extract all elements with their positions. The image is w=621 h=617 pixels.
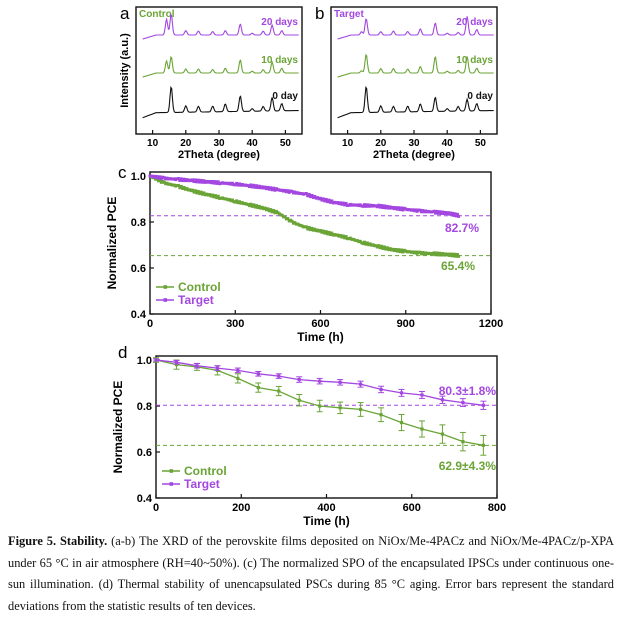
pce-d-xtick-label: 800 [488, 502, 506, 514]
xrd-b-xtick-label: 50 [475, 138, 487, 149]
pce-d-legend-label: Target [184, 477, 220, 491]
panel-a: a 10 20 30 40 50 2Theta (degree) Intensity (a.u… [119, 4, 303, 161]
xrd-a-series-label: 0 day [272, 91, 298, 102]
pce-d-xtick-label: 0 [153, 502, 159, 514]
xrd-a-xtick-label: 10 [147, 138, 159, 149]
xrd-b-trace [337, 16, 494, 40]
pce-d-ylabel: Normalized PCE [111, 381, 125, 474]
pce-d-xtick-label: 200 [232, 502, 250, 514]
pce-c-xlabel: Time (h) [297, 330, 343, 344]
pce-c-ytick-label: 1.0 [131, 171, 146, 183]
pce-d-series-line [155, 359, 484, 406]
pce-c-legend-label: Control [178, 280, 221, 294]
pce-d-legend-marker [169, 469, 174, 473]
stability-figure: a 10 20 30 40 50 2Theta (degree) Intensity (a.u… [105, 4, 506, 528]
pce-c-xtick-label: 0 [147, 318, 153, 330]
xrd-a-trace [142, 55, 299, 78]
xrd-b-trace [337, 85, 494, 119]
xrd-a-xlabel: 2Theta (degree) [178, 149, 260, 161]
xrd-a-series-label: 20 days [261, 17, 298, 28]
xrd-b-title: Target [334, 9, 364, 20]
panel-letter-d: d [118, 343, 127, 362]
pce-c-legend-label: Target [178, 293, 214, 307]
pce-d-legend-marker [169, 482, 174, 486]
panel-c: c 0 300 600 900 1200 0.4 0.6 0.8 1.0 Time (h) Norma… [105, 163, 503, 344]
xrd-b-xtick-label: 30 [408, 138, 420, 149]
xrd-a-xtick-label: 30 [213, 138, 225, 149]
xrd-a-series-label: 10 days [261, 55, 298, 66]
pce-c-ytick-label: 0.6 [131, 263, 146, 275]
xrd-b-xtick-label: 40 [442, 138, 454, 149]
xrd-a-trace [142, 85, 299, 119]
pce-c-annotation-control: 65.4% [441, 259, 475, 273]
xrd-b-series-label: 0 day [467, 91, 493, 102]
pce-c-ytick-label: 0.8 [131, 217, 146, 229]
pce-c-ytick-label: 0.4 [131, 309, 147, 321]
pce-d-annotation-control: 62.9±4.3% [439, 459, 497, 473]
xrd-b-xlabel: 2Theta (degree) [373, 149, 455, 161]
xrd-a-xtick-label: 40 [247, 138, 259, 149]
xrd-b-xtick-label: 10 [342, 138, 354, 149]
caption-text: (a-b) The XRD of the perovskite films de… [8, 534, 615, 613]
pce-c-legend-marker [163, 298, 168, 302]
xrd-a-ylabel: Intensity (a.u.) [119, 33, 131, 108]
pce-c-xtick-label: 600 [311, 318, 329, 330]
xrd-a-title: Control [139, 9, 175, 20]
xrd-a-trace [142, 13, 299, 40]
panel-letter-c: c [118, 163, 127, 182]
xrd-a-xtick-label: 50 [280, 138, 292, 149]
pce-c-ylabel: Normalized PCE [105, 197, 119, 290]
caption-label: Figure 5. Stability. [8, 534, 108, 548]
pce-c-xtick-label: 900 [397, 318, 415, 330]
pce-d-ytick-label: 0.6 [137, 447, 152, 459]
pce-c-series-line [149, 175, 461, 258]
pce-c-xtick-label: 300 [226, 318, 244, 330]
xrd-b-trace [337, 53, 494, 78]
panel-letter-a: a [120, 4, 130, 23]
xrd-b-series-label: 20 days [456, 17, 493, 28]
pce-d-ytick-label: 0.8 [137, 401, 152, 413]
pce-d-legend-label: Control [184, 464, 227, 478]
panel-b: b 10 20 30 40 50 2Theta (degree) Target 20 days 1… [315, 4, 498, 161]
panel-d: d 0 200 400 600 800 0.4 0.6 0.8 1.0 Time (h) Normal… [111, 343, 506, 528]
pce-d-ytick-label: 0.4 [137, 493, 153, 505]
pce-d-ytick-label: 1.0 [137, 355, 152, 367]
panel-letter-b: b [315, 4, 324, 23]
pce-d-annotation-target: 80.3±1.8% [439, 384, 497, 398]
xrd-b-xtick-label: 20 [375, 138, 387, 149]
pce-c-legend-marker [163, 285, 168, 289]
xrd-a-xtick-label: 20 [180, 138, 192, 149]
xrd-b-series-label: 10 days [456, 55, 493, 66]
pce-c-series-line [149, 175, 461, 218]
pce-c-xtick-label: 1200 [479, 318, 503, 330]
pce-d-xtick-label: 400 [317, 502, 335, 514]
pce-c-annotation-target: 82.7% [445, 221, 479, 235]
figure-caption: Figure 5. Stability. (a-b) The XRD of th… [8, 531, 614, 617]
pce-d-xlabel: Time (h) [303, 514, 349, 528]
pce-d-series-line [155, 359, 484, 446]
pce-d-xtick-label: 600 [403, 502, 421, 514]
